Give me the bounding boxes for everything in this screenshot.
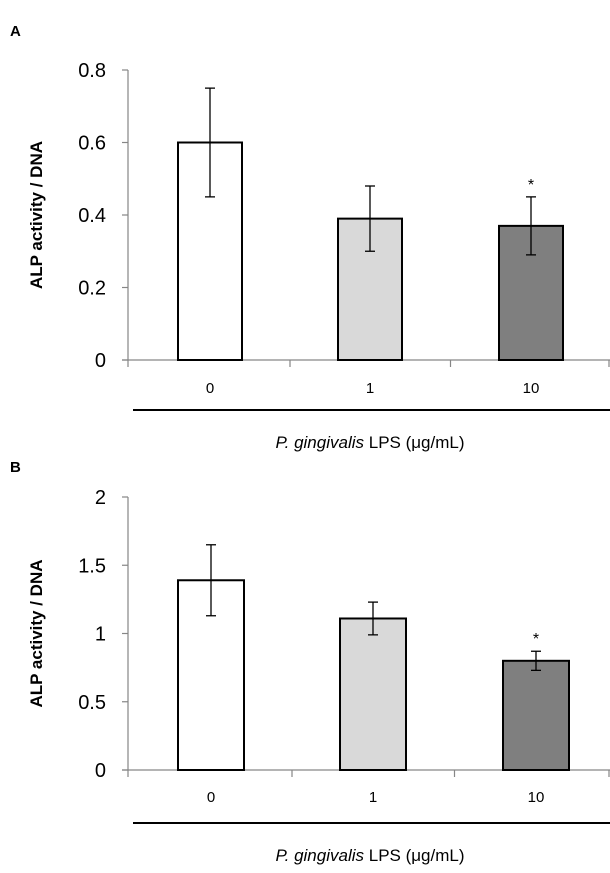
- y-tick-label: 0.5: [78, 692, 106, 714]
- x-category-label: 10: [528, 789, 545, 806]
- y-tick-label: 0.8: [78, 60, 106, 82]
- x-category-label: 1: [366, 380, 374, 397]
- panel-a: A 0 0.2 0.4 0.6 0.8 0 1 * 10 P. gingivalis LPS (μg…: [10, 23, 610, 452]
- x-category-label: 0: [206, 380, 214, 397]
- bar-10: [502, 659, 570, 771]
- y-tick-label: 0: [95, 350, 106, 372]
- y-tick-label: 1: [95, 624, 106, 646]
- x-category-label: 1: [369, 789, 377, 806]
- y-axis-label: ALP activity / DNA: [27, 559, 46, 707]
- panel-label: A: [10, 23, 21, 40]
- y-tick-label: 0.6: [78, 133, 106, 155]
- y-tick-label: 0.4: [78, 205, 106, 227]
- x-category-label: 10: [523, 380, 540, 397]
- y-tick-label: 0.2: [78, 278, 106, 300]
- x-axis-label: P. gingivalis LPS (μg/mL): [275, 433, 464, 452]
- y-axis-label: ALP activity / DNA: [27, 141, 46, 289]
- x-category-label: 0: [207, 789, 215, 806]
- significance-marker: *: [528, 177, 534, 194]
- bar-1: [339, 617, 407, 771]
- significance-marker: *: [533, 631, 539, 648]
- x-axis-label: P. gingivalis LPS (μg/mL): [275, 846, 464, 865]
- panel-b: B 0 0.5 1 1.5 2 0 1 * 10 P. gingivalis LPS (μg/mL)…: [10, 459, 610, 865]
- y-tick-label: 1.5: [78, 555, 106, 577]
- y-tick-label: 0: [95, 760, 106, 782]
- y-tick-label: 2: [95, 487, 106, 509]
- panel-label: B: [10, 459, 21, 476]
